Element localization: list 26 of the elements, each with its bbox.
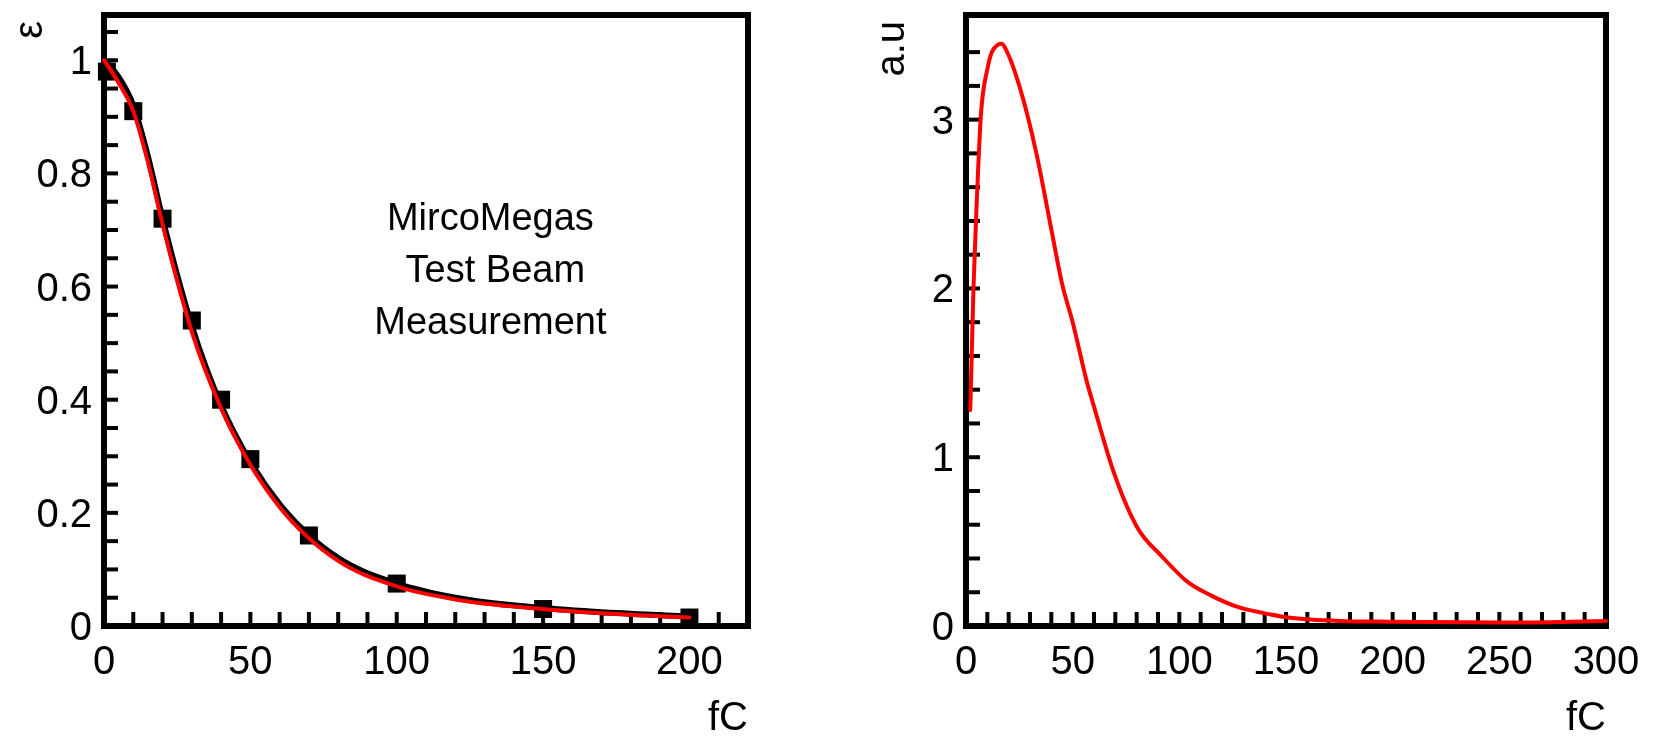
x-tick-label: 50 [1050,638,1095,682]
y-tick-label: 0 [69,604,92,648]
x-tick-label: 200 [656,638,723,682]
x-tick-label: 100 [1145,638,1213,682]
x-axis-title: fC [1566,694,1606,738]
y-tick-label: 0.8 [36,151,92,196]
x-tick-label: 100 [363,638,431,682]
y-tick-label: 0 [931,604,954,648]
y-tick-label: 2 [931,266,954,311]
x-tick-label: 250 [1465,638,1533,682]
y-tick-label: 0.4 [36,377,92,422]
x-tick-label: 50 [228,638,273,682]
x-tick-label: 200 [1359,638,1427,682]
y-axis-title: a.u [868,21,912,77]
x-tick-label: 300 [1572,638,1640,682]
x-tick-label: 150 [1252,638,1320,682]
y-tick-label: 0.6 [36,264,92,309]
annotation: MircoMegas Test Beam Measurement [374,196,607,342]
line-series [968,41,1608,625]
y-axis-title: ε [6,20,50,39]
y-tick-label: 1 [69,38,92,83]
y-tick-label: 1 [931,435,954,480]
x-tick-label: 150 [509,638,577,682]
y-tick-label: 3 [931,97,954,142]
x-axis-title: fC [708,694,748,738]
y-tick-label: 0.2 [36,490,92,535]
